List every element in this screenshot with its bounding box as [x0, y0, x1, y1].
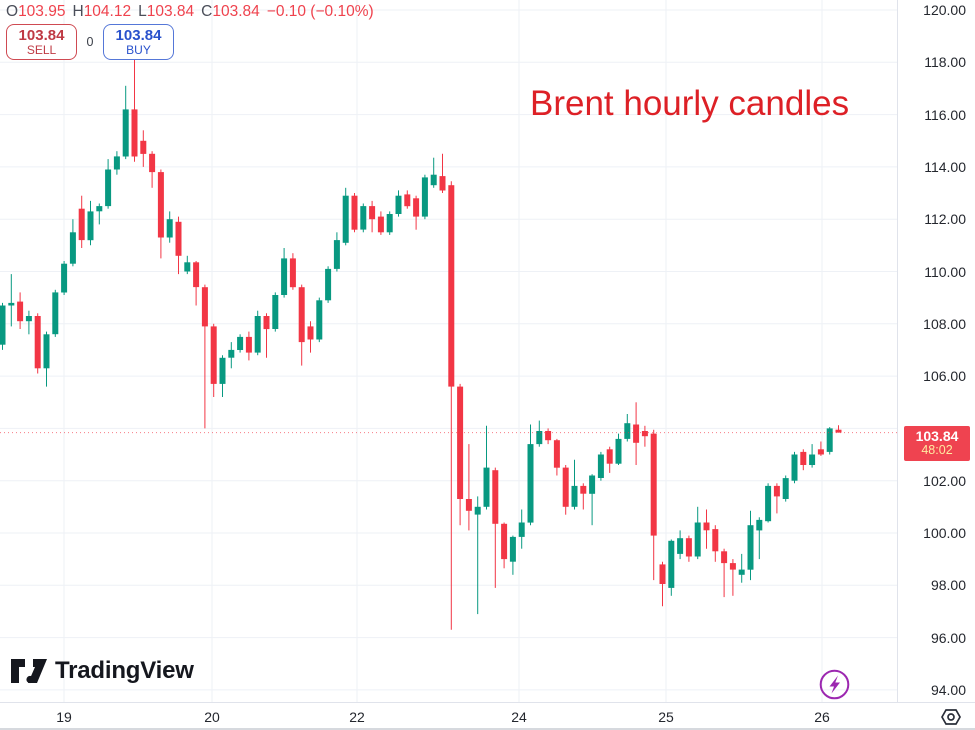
chart-title-annotation: Brent hourly candles	[530, 84, 850, 123]
tradingview-logo-icon	[11, 659, 47, 684]
tradingview-logo-text: TradingView	[55, 657, 194, 684]
trade-widget: 103.84 SELL 0 103.84 BUY	[6, 24, 174, 60]
axis-settings-gear-icon[interactable]	[937, 705, 965, 730]
price-tick: 106.00	[923, 368, 966, 385]
last-price-value: 103.84	[915, 427, 959, 444]
sell-button[interactable]: 103.84 SELL	[6, 24, 77, 60]
price-tick: 118.00	[924, 54, 966, 71]
time-tick: 25	[658, 709, 674, 725]
high-label: H	[72, 3, 84, 20]
spread-value: 0	[86, 35, 94, 49]
change-value: −0.10 (−0.10%)	[266, 3, 374, 20]
low-label: L	[138, 3, 147, 20]
buy-label: BUY	[126, 42, 151, 57]
sell-label: SELL	[26, 42, 57, 57]
close-value: 103.84	[212, 3, 260, 20]
buy-price: 103.84	[115, 26, 162, 44]
last-price-flag: 103.84 48:02	[904, 425, 970, 461]
time-tick: 19	[56, 709, 72, 725]
time-tick: 20	[204, 709, 220, 725]
bottom-divider	[0, 728, 975, 730]
price-tick: 110.00	[924, 263, 966, 280]
price-tick: 102.00	[923, 472, 966, 489]
price-tick: 98.00	[930, 577, 966, 594]
time-tick: 24	[511, 709, 527, 725]
time-axis[interactable]: 19 20 22 24 25 26	[0, 702, 975, 730]
open-label: O	[6, 3, 19, 20]
time-tick: 22	[349, 709, 365, 725]
sell-price: 103.84	[18, 26, 65, 44]
ohlc-readout: O103.95 H104.12 L103.84 C103.84 −0.10 (−0.10…	[6, 3, 374, 23]
price-tick: 94.00	[930, 681, 966, 698]
price-tick: 96.00	[930, 629, 966, 646]
price-tick: 100.00	[923, 525, 966, 541]
lightning-icon[interactable]	[818, 668, 851, 706]
bar-countdown: 48:02	[921, 442, 953, 457]
high-value: 104.12	[83, 3, 132, 20]
time-tick: 26	[814, 709, 830, 725]
buy-button[interactable]: 103.84 BUY	[103, 24, 174, 60]
price-tick: 120.00	[923, 2, 966, 18]
price-tick: 112.00	[924, 211, 966, 228]
open-value: 103.95	[18, 3, 66, 20]
tradingview-logo[interactable]: TradingView	[10, 656, 194, 686]
price-tick: 114.00	[924, 158, 966, 175]
close-label: C	[201, 3, 213, 20]
price-axis[interactable]: 120.00 118.00 116.00 114.00 112.00 110.00 108.…	[897, 0, 975, 702]
candlestick-chart[interactable]	[0, 0, 897, 702]
low-value: 103.84	[146, 3, 195, 20]
price-tick: 116.00	[924, 106, 966, 123]
price-tick: 108.00	[923, 315, 966, 332]
